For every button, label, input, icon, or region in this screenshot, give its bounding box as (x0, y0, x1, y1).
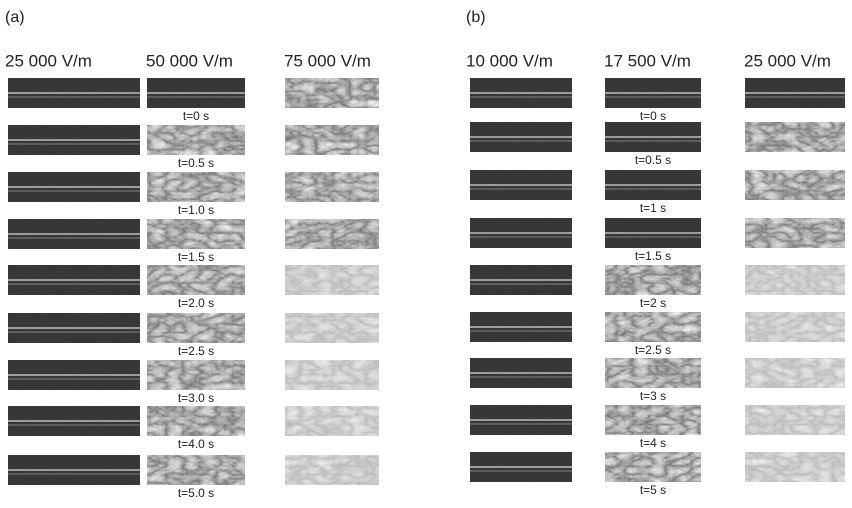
image-frame (745, 265, 845, 295)
time-label: t=2.5 s (635, 343, 671, 357)
image-frame (285, 360, 379, 390)
image-frame (745, 358, 845, 388)
image-frame (745, 170, 845, 200)
image-frame (605, 452, 701, 482)
time-label: t=3.0 s (178, 391, 214, 405)
panel-label: (a) (5, 9, 25, 26)
image-frame (147, 219, 245, 249)
image-frame (745, 312, 845, 342)
time-label: t=1.0 s (178, 203, 214, 217)
column-header: 25 000 V/m (5, 51, 92, 70)
image-frame (605, 358, 701, 388)
column-header: 17 500 V/m (604, 51, 691, 70)
image-frame (285, 313, 379, 343)
time-label: t=2.0 s (178, 296, 214, 310)
image-frame (605, 312, 701, 342)
time-label: t=0.5 s (635, 153, 671, 167)
image-frame (745, 122, 845, 152)
time-label: t=1 s (640, 201, 666, 215)
time-label: t=2.5 s (178, 344, 214, 358)
image-frame (285, 172, 379, 202)
column-header: 50 000 V/m (146, 51, 233, 70)
image-frame (147, 125, 245, 155)
column-header: 10 000 V/m (466, 51, 553, 70)
time-label: t=2 s (640, 296, 666, 310)
image-frame (605, 265, 701, 295)
time-label: t=0 s (640, 109, 666, 123)
time-label: t=0 s (183, 109, 209, 123)
figure: (a) 25 000 V/m 50 000 V/m 75 000 V/m t=0 s t=… (0, 0, 852, 508)
image-frame (605, 405, 701, 435)
time-label: t=0.5 s (178, 156, 214, 170)
image-frame (745, 405, 845, 435)
image-frame (285, 78, 379, 108)
time-label: t=5.0 s (178, 486, 214, 500)
image-frame (147, 406, 245, 436)
image-frame (285, 265, 379, 295)
image-frame (285, 125, 379, 155)
time-label: t=3 s (640, 389, 666, 403)
image-frame (147, 172, 245, 202)
time-label: t=4.0 s (178, 437, 214, 451)
image-frame (285, 406, 379, 436)
image-frame (147, 360, 245, 390)
image-frame (285, 219, 379, 249)
image-frame (285, 455, 379, 485)
time-label: t=4 s (640, 436, 666, 450)
panel-label: (b) (466, 9, 486, 26)
time-label: t=5 s (640, 483, 666, 497)
image-frame (147, 313, 245, 343)
column-header: 75 000 V/m (284, 51, 371, 70)
image-frame (745, 218, 845, 248)
image-frame (745, 452, 845, 482)
image-frame (147, 265, 245, 295)
column-header: 25 000 V/m (744, 51, 831, 70)
time-label: t=1.5 s (178, 250, 214, 264)
time-label: t=1.5 s (635, 249, 671, 263)
image-frame (147, 455, 245, 485)
